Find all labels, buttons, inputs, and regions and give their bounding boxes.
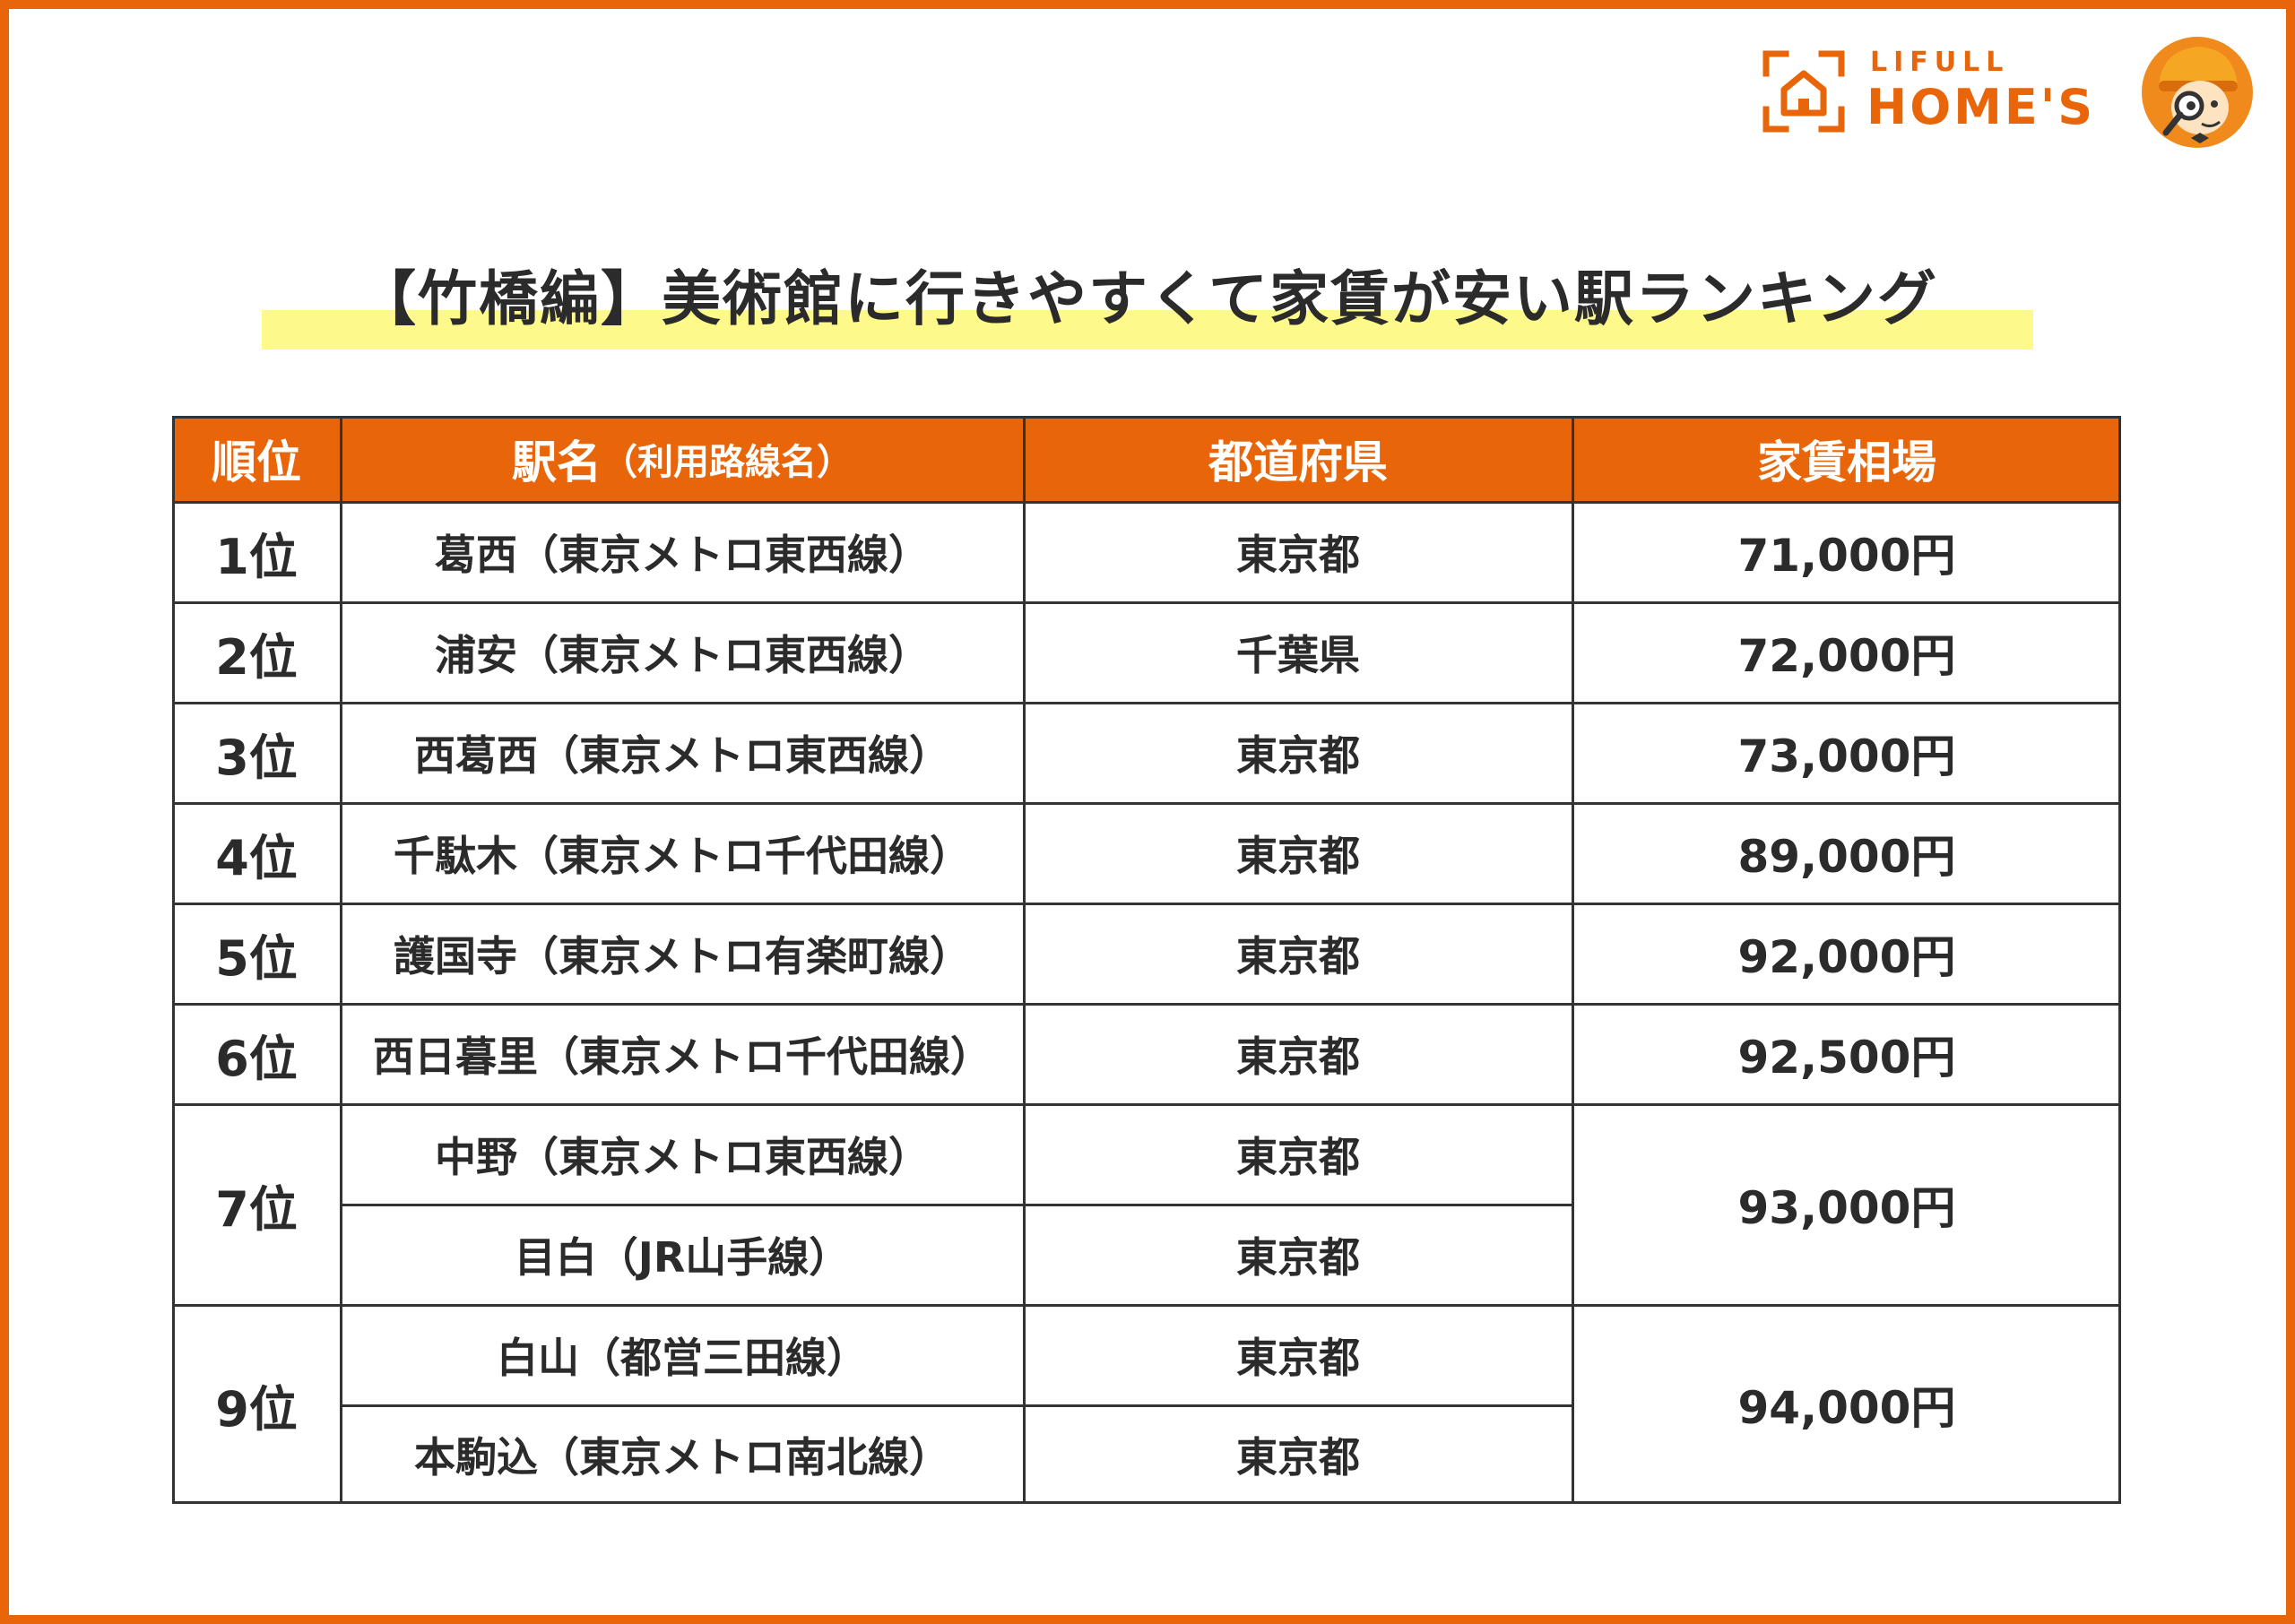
rank-cell: 6位 [215, 1030, 298, 1087]
row-divider [172, 903, 2121, 905]
prefecture-cell: 東京都 [1236, 932, 1360, 980]
station-cell: 千駄木（東京メトロ千代田線） [394, 832, 971, 880]
rank-cell: 1位 [215, 528, 298, 585]
logo-text-homes: HOME'S [1866, 79, 2096, 135]
station-cell: 白山（都営三田線） [497, 1334, 868, 1382]
rank-cell: 2位 [215, 628, 298, 686]
row-divider [172, 501, 2121, 504]
row-divider [172, 1304, 2121, 1307]
station-cell: 本駒込（東京メトロ南北線） [414, 1433, 950, 1481]
row-divider [172, 802, 2121, 805]
row-divider [341, 1404, 1572, 1407]
prefecture-cell: 東京都 [1236, 531, 1360, 579]
row-divider [172, 1103, 2121, 1106]
row-divider [172, 601, 2121, 604]
header-rank: 順位 [172, 416, 341, 502]
house-bracket-icon [1762, 50, 1845, 133]
station-cell: 護国寺（東京メトロ有楽町線） [394, 932, 971, 980]
rank-cell: 5位 [215, 929, 298, 987]
rent-cell: 92,500円 [1737, 1032, 1956, 1084]
prefecture-cell: 東京都 [1236, 1433, 1360, 1481]
header-station-sub-label: （利用路線名） [602, 442, 853, 483]
lifull-homes-logo: LIFULL HOME'S [1757, 43, 2116, 142]
prefecture-cell: 東京都 [1236, 1233, 1360, 1282]
rank-cell: 9位 [215, 1380, 298, 1438]
row-divider [172, 702, 2121, 704]
ranking-table: 順位 駅名 （利用路線名） 都道府県 家賃相場 1位 葛西（東京メトロ東西線） 東… [172, 416, 2121, 1504]
station-cell: 浦安（東京メトロ東西線） [435, 631, 930, 679]
rent-cell: 93,000円 [1737, 1182, 1956, 1234]
row-divider [341, 1204, 1572, 1206]
prefecture-cell: 東京都 [1236, 1032, 1360, 1081]
rent-cell: 73,000円 [1737, 730, 1956, 782]
rent-cell: 72,000円 [1737, 630, 1956, 682]
logo-text-lifull: LIFULL [1870, 47, 2010, 78]
rent-cell: 89,000円 [1737, 831, 1956, 883]
prefecture-cell: 東京都 [1236, 832, 1360, 880]
header-rent-label: 家賃相場 [1757, 436, 1936, 488]
header-rank-label: 順位 [212, 436, 301, 488]
table-outline [172, 416, 2121, 1504]
station-cell: 中野（東京メトロ東西線） [435, 1133, 930, 1181]
column-divider [1023, 416, 1026, 1504]
station-cell: 西葛西（東京メトロ東西線） [414, 731, 950, 780]
header-station-label: 駅名 [512, 436, 602, 488]
station-cell: 葛西（東京メトロ東西線） [435, 531, 930, 579]
rent-cell: 94,000円 [1737, 1382, 1956, 1434]
row-divider [172, 1003, 2121, 1006]
title-highlight [262, 310, 2033, 350]
column-divider [1572, 416, 1574, 1504]
prefecture-cell: 東京都 [1236, 1133, 1360, 1181]
prefecture-cell: 千葉県 [1236, 631, 1360, 679]
prefecture-cell: 東京都 [1236, 731, 1360, 780]
page-title: 【竹橋編】美術館に行きやすくて家賃が安い駅ランキング [356, 264, 1939, 333]
rank-cell: 3位 [215, 729, 298, 786]
station-cell: 目白（JR山手線） [514, 1233, 851, 1282]
rank-cell: 4位 [215, 829, 298, 886]
prefecture-cell: 東京都 [1236, 1334, 1360, 1382]
station-cell: 西日暮里（東京メトロ千代田線） [373, 1032, 992, 1081]
rent-cell: 71,000円 [1737, 530, 1956, 582]
header-station: 駅名 （利用路線名） [341, 416, 1024, 502]
detective-mascot-icon [2142, 37, 2253, 148]
header-prefecture-label: 都道府県 [1208, 436, 1388, 488]
header-rent: 家賃相場 [1572, 416, 2121, 502]
rank-cell: 7位 [215, 1180, 298, 1238]
header-prefecture: 都道府県 [1024, 416, 1572, 502]
rent-cell: 92,000円 [1737, 931, 1956, 983]
column-divider [340, 416, 342, 1504]
